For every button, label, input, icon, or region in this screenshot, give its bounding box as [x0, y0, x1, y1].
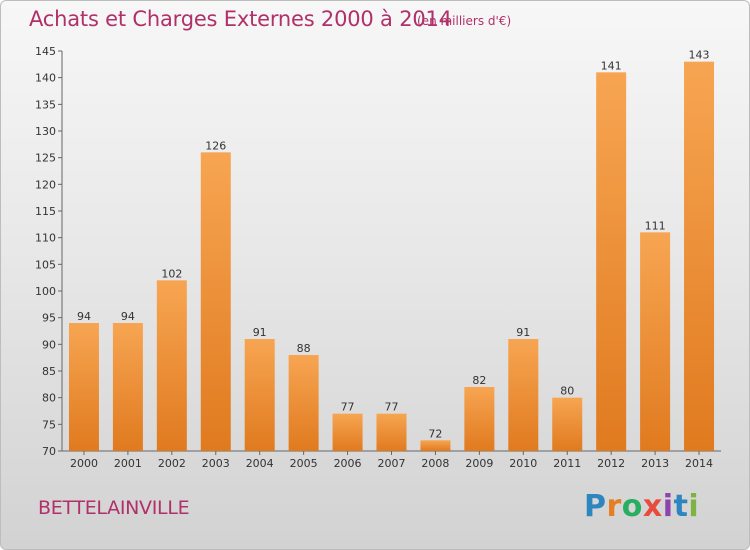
x-tick-label: 2002 [158, 457, 186, 470]
y-tick-label: 140 [35, 72, 56, 85]
value-label-2009: 82 [472, 374, 486, 387]
value-label-2013: 111 [645, 219, 666, 232]
value-label-2005: 88 [297, 342, 311, 355]
x-tick-label: 2014 [685, 457, 713, 470]
y-tick-label: 95 [42, 312, 56, 325]
value-labels-group: 94 94 102 126 91 88 77 77 72 82 91 80 141 111 143 [77, 49, 710, 441]
x-tick-label: 2006 [334, 457, 362, 470]
y-tick-label: 120 [35, 178, 56, 191]
bar-2005 [288, 355, 319, 451]
bars-group [68, 61, 715, 452]
y-tick-label: 85 [42, 365, 56, 378]
value-label-2008: 72 [428, 427, 442, 440]
y-tick-label: 100 [35, 285, 56, 298]
x-tick-label: 2008 [421, 457, 449, 470]
bar-2002 [156, 280, 187, 451]
value-label-2003: 126 [205, 139, 226, 152]
y-tick-label: 130 [35, 125, 56, 138]
chart-subtitle: (en milliers d'€) [417, 14, 512, 28]
logo-letter: P [584, 489, 607, 524]
value-label-2002: 102 [161, 267, 182, 280]
value-label-2006: 77 [341, 401, 355, 414]
value-label-2000: 94 [77, 310, 91, 323]
y-tick-label: 115 [35, 205, 56, 218]
bar-2009 [464, 387, 495, 451]
bar-2000 [68, 323, 99, 451]
bar-2012 [596, 72, 627, 451]
y-axis: 70 75 80 85 90 95 100 105 110 115 120 125 130 135 140 1… [35, 45, 63, 458]
bar-2011 [552, 397, 583, 451]
logo-letter: t [673, 489, 689, 524]
x-tick-label: 2012 [597, 457, 625, 470]
logo-letter: o [621, 489, 643, 524]
bar-2014 [684, 61, 715, 452]
y-tick-label: 105 [35, 258, 56, 271]
chart-title: Achats et Charges Externes 2000 à 2014 [29, 7, 452, 31]
x-tick-label: 2005 [290, 457, 318, 470]
x-tick-label: 2009 [465, 457, 493, 470]
x-tick-label: 2007 [378, 457, 406, 470]
bar-2013 [640, 232, 671, 451]
y-tick-label: 125 [35, 152, 56, 165]
proxiti-logo[interactable]: Proxiti [584, 489, 699, 524]
value-label-2012: 141 [601, 59, 622, 72]
bar-2003 [200, 152, 231, 452]
y-tick-label: 90 [42, 338, 56, 351]
logo-letter: x [642, 489, 663, 524]
value-label-2007: 77 [385, 401, 399, 414]
logo-letter: i [662, 489, 674, 524]
x-axis: 2000 2001 2002 2003 2004 2005 2006 2007 2008 2009… [62, 450, 721, 470]
y-tick-label: 70 [42, 445, 56, 458]
x-tick-label: 2013 [641, 457, 669, 470]
x-tick-label: 2003 [202, 457, 230, 470]
bar-2007 [376, 413, 407, 451]
bar-2008 [420, 440, 451, 451]
bar-2004 [244, 339, 275, 451]
bar-2006 [332, 413, 363, 451]
y-tick-label: 80 [42, 392, 56, 405]
bar-2001 [112, 323, 143, 451]
x-tick-label: 2010 [509, 457, 537, 470]
x-tick-label: 2004 [246, 457, 274, 470]
commune-name: BETTELAINVILLE [38, 497, 190, 519]
x-tick-label: 2001 [114, 457, 142, 470]
value-label-2014: 143 [689, 49, 710, 62]
y-tick-label: 110 [35, 232, 56, 245]
value-label-2001: 94 [121, 310, 135, 323]
x-tick-label: 2000 [70, 457, 98, 470]
value-label-2010: 91 [516, 326, 530, 339]
y-tick-label: 145 [35, 45, 56, 58]
y-tick-label: 75 [42, 418, 56, 431]
x-tick-label: 2011 [553, 457, 581, 470]
value-label-2011: 80 [560, 385, 574, 398]
y-tick-label: 135 [35, 98, 56, 111]
logo-letter: i [688, 489, 700, 524]
value-label-2004: 91 [253, 326, 267, 339]
logo-letter: r [606, 489, 622, 524]
bar-2010 [508, 339, 539, 451]
